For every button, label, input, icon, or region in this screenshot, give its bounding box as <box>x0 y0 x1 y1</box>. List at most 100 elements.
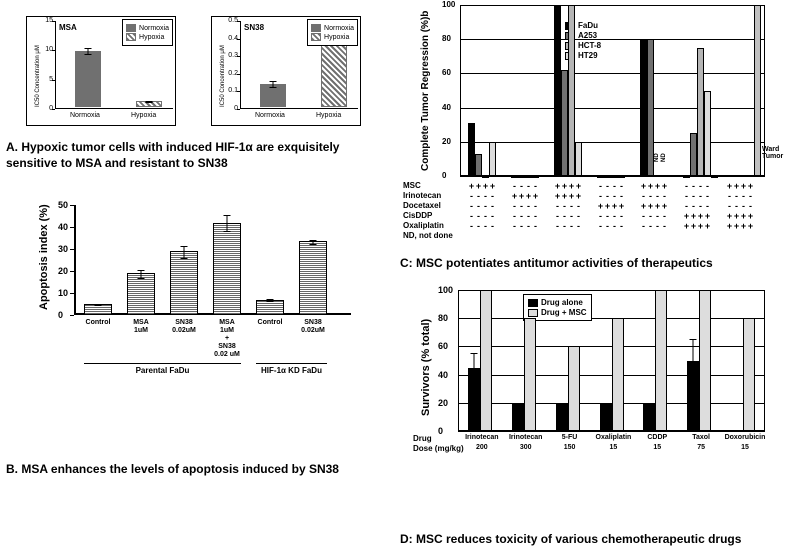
bar <box>475 154 482 176</box>
treatment-cell: - <box>518 221 525 231</box>
bar-alone <box>512 403 524 431</box>
y-tick: 40 <box>442 103 451 112</box>
bar-msc <box>655 290 667 431</box>
treatment-row-label: Docetaxel <box>403 201 441 210</box>
y-tick: 0.3 <box>222 52 238 59</box>
treatment-cell: - <box>647 211 654 221</box>
treatment-cell: - <box>475 221 482 231</box>
treatment-cell: - <box>726 191 733 201</box>
treatment-cell: + <box>733 211 740 221</box>
treatment-cell: - <box>489 211 496 221</box>
treatment-cell: + <box>704 211 711 221</box>
treatment-cell: - <box>697 191 704 201</box>
treatment-cell: - <box>618 211 625 221</box>
bar-msc <box>480 290 492 431</box>
drug-dose: 15 <box>635 444 679 451</box>
treatment-cell: - <box>532 221 539 231</box>
drug-dose: 200 <box>460 444 504 451</box>
bar <box>482 176 489 178</box>
treatment-cell: - <box>518 181 525 191</box>
treatment-cell: + <box>475 181 482 191</box>
treatment-cell: - <box>647 221 654 231</box>
y-tick: 15 <box>37 17 53 24</box>
treatment-cell: - <box>554 211 561 221</box>
treatment-cell: - <box>575 221 582 231</box>
treatment-cell: - <box>604 191 611 201</box>
bar <box>489 142 496 176</box>
bar-alone <box>600 403 612 431</box>
bar <box>518 176 525 178</box>
bar-alone <box>556 403 568 431</box>
bar <box>704 91 711 177</box>
bar <box>468 123 475 176</box>
treatment-cell: - <box>704 181 711 191</box>
treatment-cell: - <box>697 181 704 191</box>
bar <box>260 84 286 107</box>
treatment-cell: - <box>475 191 482 201</box>
treatment-cell: + <box>740 221 747 231</box>
treatment-cell: - <box>511 211 518 221</box>
treatment-cell: + <box>661 201 668 211</box>
treatment-cell: - <box>654 221 661 231</box>
drug-dose: 75 <box>679 444 723 451</box>
drug-row-label: Drug <box>413 434 432 443</box>
treatment-cell: + <box>525 191 532 201</box>
treatment-cell: - <box>733 201 740 211</box>
treatment-cell: + <box>733 221 740 231</box>
x-tick: MSA <box>208 319 246 326</box>
survivors-chart: 020406080100Survivors (% total) Drug alo… <box>450 288 770 463</box>
x-tick: Hypoxia <box>316 112 341 119</box>
treatment-cell: - <box>640 221 647 231</box>
treatment-cell: - <box>726 201 733 211</box>
bar <box>299 241 327 315</box>
bar <box>256 300 284 315</box>
x-tick: MSA <box>122 319 160 326</box>
treatment-cell: + <box>561 191 568 201</box>
treatment-cell: + <box>647 201 654 211</box>
drug-dose: 300 <box>504 444 548 451</box>
treatment-cell: + <box>654 181 661 191</box>
treatment-cell: - <box>690 191 697 201</box>
treatment-cell: + <box>697 211 704 221</box>
treatment-cell: + <box>726 181 733 191</box>
treatment-cell: - <box>568 221 575 231</box>
treatment-cell: - <box>525 211 532 221</box>
treatment-cell: + <box>747 181 754 191</box>
treatment-cell: + <box>661 181 668 191</box>
treatment-cell: - <box>482 221 489 231</box>
treatment-cell: + <box>747 211 754 221</box>
drug-dose: 150 <box>548 444 592 451</box>
y-tick: 60 <box>438 341 448 351</box>
treatment-cell: - <box>597 191 604 201</box>
treatment-cell: - <box>740 201 747 211</box>
drug-name: Irinotecan <box>460 434 504 441</box>
treatment-cell: - <box>604 221 611 231</box>
treatment-cell: - <box>532 211 539 221</box>
x-tick: 0.02 uM <box>208 351 246 358</box>
y-tick: 100 <box>438 285 453 295</box>
x-tick: SN38 <box>165 319 203 326</box>
treatment-cell: - <box>468 201 475 211</box>
treatment-cell: + <box>640 181 647 191</box>
treatment-cell: - <box>575 201 582 211</box>
y-axis-label: Complete Tumor Regression (%)b <box>420 11 431 171</box>
treatment-row-label: Irinotecan <box>403 191 441 200</box>
treatment-cell: + <box>740 181 747 191</box>
y-tick: 0 <box>58 310 63 320</box>
bar <box>136 101 162 107</box>
y-tick: 10 <box>37 46 53 53</box>
treatment-cell: - <box>640 211 647 221</box>
bar <box>213 223 241 315</box>
treatment-cell: + <box>640 201 647 211</box>
bar <box>84 304 112 315</box>
treatment-cell: + <box>568 191 575 201</box>
y-tick: 20 <box>58 266 68 276</box>
treatment-cell: - <box>511 221 518 231</box>
treatment-cell: - <box>525 201 532 211</box>
treatment-cell: + <box>532 191 539 201</box>
x-tick: + <box>208 335 246 342</box>
y-tick: 80 <box>442 34 451 43</box>
dose-row-label: Dose (mg/kg) <box>413 444 464 453</box>
treatment-cell: - <box>654 191 661 201</box>
treatment-cell: + <box>747 221 754 231</box>
